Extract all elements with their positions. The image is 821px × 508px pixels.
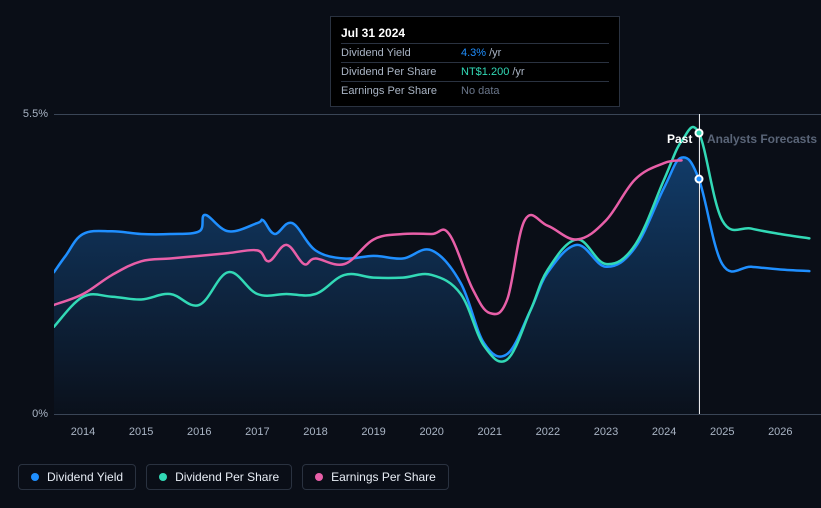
x-axis-tick: 2022 (528, 426, 568, 438)
legend-item[interactable]: Earnings Per Share (302, 464, 449, 490)
legend-label: Dividend Per Share (175, 470, 279, 484)
legend-dot (31, 473, 39, 481)
legend-dot (315, 473, 323, 481)
x-axis-tick: 2023 (586, 426, 626, 438)
x-axis-tick: 2020 (412, 426, 452, 438)
tooltip-row-label: Earnings Per Share (341, 85, 461, 97)
legend-label: Dividend Yield (47, 470, 123, 484)
past-label: Past (667, 132, 692, 146)
tooltip-row: Dividend Per Share NT$1.200 /yr (341, 62, 609, 81)
hover-line (699, 114, 700, 414)
x-axis-tick: 2014 (63, 426, 103, 438)
x-axis-tick: 2015 (121, 426, 161, 438)
hover-marker (694, 129, 703, 138)
x-axis-tick: 2025 (702, 426, 742, 438)
x-axis-tick: 2024 (644, 426, 684, 438)
tooltip-row-value: 4.3% (461, 47, 486, 59)
legend-label: Earnings Per Share (331, 470, 436, 484)
tooltip-row-value: NT$1.200 (461, 66, 509, 78)
tooltip-row: Dividend Yield 4.3% /yr (341, 43, 609, 62)
forecast-label: Analysts Forecasts (707, 132, 817, 146)
y-axis-tick: 0% (18, 408, 48, 420)
tooltip: Jul 31 2024 Dividend Yield 4.3% /yr Divi… (330, 16, 620, 107)
tooltip-row-suffix: /yr (489, 47, 501, 59)
legend-dot (159, 473, 167, 481)
x-axis-tick: 2017 (237, 426, 277, 438)
x-axis-tick: 2021 (470, 426, 510, 438)
hover-marker (694, 175, 703, 184)
x-axis-tick: 2018 (295, 426, 335, 438)
x-axis-tick: 2019 (354, 426, 394, 438)
tooltip-row-value: No data (461, 85, 500, 97)
tooltip-date: Jul 31 2024 (341, 23, 609, 43)
y-axis-tick: 5.5% (18, 108, 48, 120)
x-axis-tick: 2026 (760, 426, 800, 438)
tooltip-row-suffix: /yr (512, 66, 524, 78)
tooltip-row-label: Dividend Yield (341, 47, 461, 59)
legend-item[interactable]: Dividend Yield (18, 464, 136, 490)
x-axis-tick: 2016 (179, 426, 219, 438)
legend: Dividend Yield Dividend Per Share Earnin… (18, 464, 449, 490)
tooltip-row-label: Dividend Per Share (341, 66, 461, 78)
legend-item[interactable]: Dividend Per Share (146, 464, 292, 490)
tooltip-row: Earnings Per Share No data (341, 81, 609, 100)
